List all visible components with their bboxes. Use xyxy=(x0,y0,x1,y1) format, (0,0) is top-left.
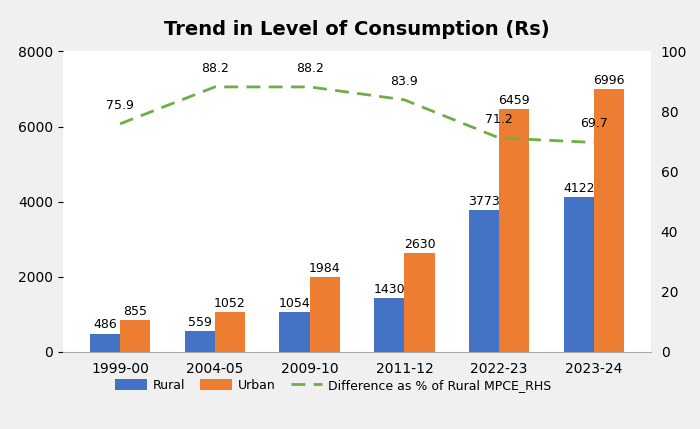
Text: 486: 486 xyxy=(93,318,117,332)
Difference as % of Rural MPCE_RHS xyxy=(495,136,503,141)
Bar xyxy=(90,333,120,352)
Text: 69.7: 69.7 xyxy=(580,118,608,130)
Difference as % of Rural MPCE_RHS xyxy=(589,140,598,145)
Bar xyxy=(499,109,529,352)
Bar xyxy=(185,331,215,352)
Text: 4122: 4122 xyxy=(563,182,594,195)
Difference as % of Rural MPCE_RHS xyxy=(211,85,219,90)
Difference as % of Rural MPCE_RHS xyxy=(400,97,409,103)
Text: 71.2: 71.2 xyxy=(485,113,513,126)
Title: Trend in Level of Consumption (Rs): Trend in Level of Consumption (Rs) xyxy=(164,20,550,39)
Text: 1430: 1430 xyxy=(373,283,405,296)
Bar xyxy=(279,312,309,352)
Bar xyxy=(309,277,340,352)
Text: 1984: 1984 xyxy=(309,262,341,275)
Bar xyxy=(564,197,594,352)
Text: 6459: 6459 xyxy=(498,94,530,107)
Bar xyxy=(594,89,624,352)
Text: 2630: 2630 xyxy=(404,238,435,251)
Difference as % of Rural MPCE_RHS xyxy=(305,85,314,90)
Bar xyxy=(469,210,499,352)
Line: Difference as % of Rural MPCE_RHS: Difference as % of Rural MPCE_RHS xyxy=(120,87,594,142)
Bar xyxy=(120,320,150,352)
Bar xyxy=(405,253,435,352)
Text: 1052: 1052 xyxy=(214,297,246,310)
Text: 559: 559 xyxy=(188,316,211,329)
Text: 75.9: 75.9 xyxy=(106,99,134,112)
Bar xyxy=(215,312,245,352)
Text: 1054: 1054 xyxy=(279,297,310,310)
Bar xyxy=(374,298,405,352)
Text: 855: 855 xyxy=(123,305,147,317)
Text: 88.2: 88.2 xyxy=(295,62,323,75)
Text: 83.9: 83.9 xyxy=(391,75,419,88)
Text: 88.2: 88.2 xyxy=(201,62,229,75)
Text: 6996: 6996 xyxy=(594,74,625,87)
Legend: Rural, Urban, Difference as % of Rural MPCE_RHS: Rural, Urban, Difference as % of Rural M… xyxy=(111,374,556,396)
Difference as % of Rural MPCE_RHS xyxy=(116,121,125,127)
Text: 3773: 3773 xyxy=(468,195,500,208)
